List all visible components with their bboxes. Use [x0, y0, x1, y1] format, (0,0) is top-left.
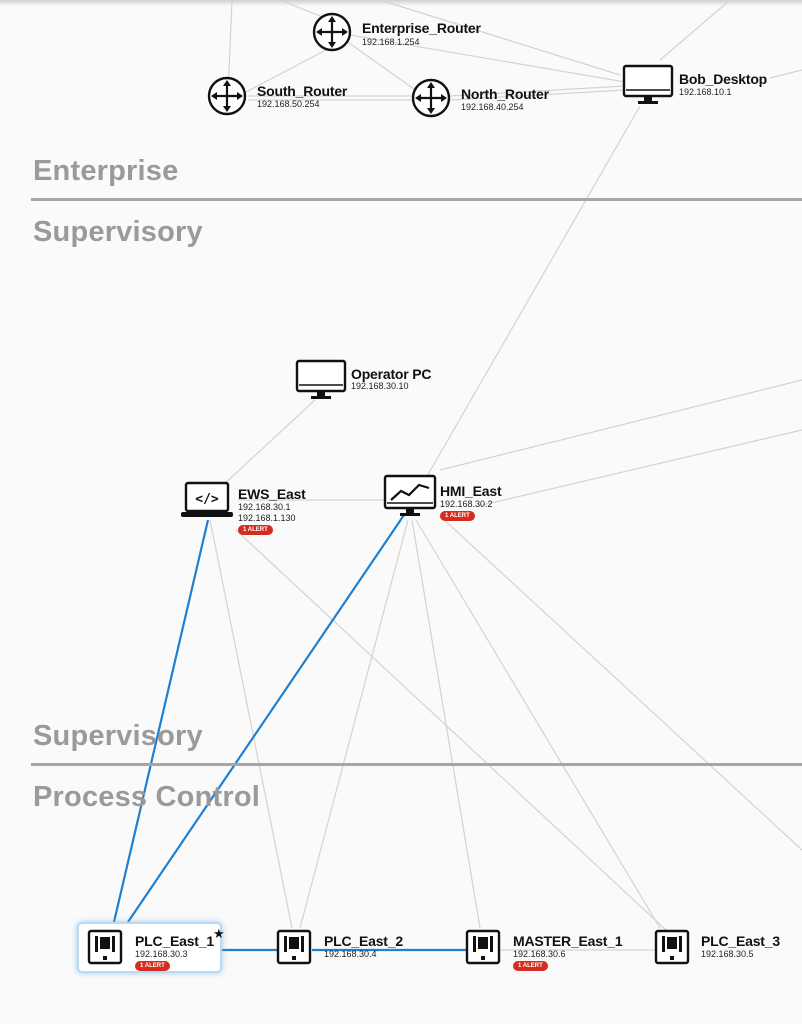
- svg-text:</>: </>: [195, 492, 219, 507]
- node-name: Bob_Desktop: [679, 71, 768, 87]
- alert-badge[interactable]: 1 ALERT: [135, 961, 170, 971]
- node-ip: 192.168.1.130: [238, 513, 296, 523]
- edge: [449, 89, 626, 101]
- edge: [344, 39, 419, 93]
- plc-icon: [276, 929, 312, 965]
- plc-icon: [654, 929, 690, 965]
- plc-icon: [87, 929, 123, 965]
- node-ip: 192.168.30.6: [513, 949, 566, 959]
- edge: [769, 69, 802, 79]
- node-name: EWS_East: [238, 486, 306, 502]
- zone-label-supervisory: Supervisory: [33, 720, 203, 752]
- star-icon: ★: [213, 926, 225, 941]
- alert-badge[interactable]: 1 ALERT: [513, 961, 548, 971]
- node-name: Operator PC: [351, 366, 432, 382]
- edge: [379, 0, 621, 76]
- edge: [659, 0, 731, 61]
- edge: [449, 85, 626, 97]
- edge: [235, 529, 667, 931]
- laptop-code-icon: </>: [180, 481, 234, 521]
- node-name: PLC_East_2: [324, 933, 403, 949]
- alert-badge[interactable]: 1 ALERT: [440, 511, 475, 521]
- node-ip: 192.168.30.10: [351, 381, 409, 391]
- edge: [415, 519, 661, 929]
- edge: [299, 519, 409, 929]
- router-icon: [411, 78, 451, 118]
- hmi-chart-icon: [383, 474, 437, 518]
- top-shadow: [0, 0, 802, 6]
- router-icon: [207, 76, 247, 116]
- edge: [439, 379, 802, 471]
- node-ip: 192.168.30.5: [701, 949, 754, 959]
- node-ip: 192.168.30.2: [440, 499, 493, 509]
- node-ip: 192.168.10.1: [679, 87, 732, 97]
- zone-divider: [31, 763, 802, 766]
- node-ip: 192.168.50.254: [257, 99, 320, 109]
- node-ip: 192.168.40.254: [461, 102, 524, 112]
- highlight-edge: [127, 514, 405, 923]
- node-ip: 192.168.30.1: [238, 502, 291, 512]
- node-ip: 192.168.30.3: [135, 949, 188, 959]
- node-ip: 192.168.30.4: [324, 949, 377, 959]
- zone-label-process-control: Process Control: [33, 781, 260, 813]
- desktop-icon: [622, 64, 674, 106]
- desktop-icon: [295, 359, 347, 401]
- zone-divider: [31, 198, 802, 201]
- zone-label-supervisory: Supervisory: [33, 216, 203, 248]
- edge: [411, 519, 481, 929]
- node-name: Enterprise_Router: [362, 20, 481, 36]
- router-icon: [312, 12, 352, 52]
- node-ip: 192.168.1.254: [362, 37, 420, 47]
- node-name: South_Router: [257, 83, 348, 99]
- alert-badge[interactable]: 1 ALERT: [238, 525, 273, 535]
- edge: [477, 429, 802, 507]
- edge: [425, 105, 641, 479]
- edge: [209, 519, 293, 929]
- node-name: MASTER_East_1: [513, 933, 623, 949]
- edge: [349, 34, 626, 83]
- node-name: HMI_East: [440, 483, 502, 499]
- node-name: PLC_East_3: [701, 933, 780, 949]
- highlight-edge: [112, 519, 210, 923]
- edge: [221, 399, 316, 487]
- edge: [439, 515, 802, 851]
- zone-label-enterprise: Enterprise: [33, 155, 179, 187]
- node-name: North_Router: [461, 86, 549, 102]
- plc-icon: [465, 929, 501, 965]
- node-name: PLC_East_1: [135, 933, 214, 949]
